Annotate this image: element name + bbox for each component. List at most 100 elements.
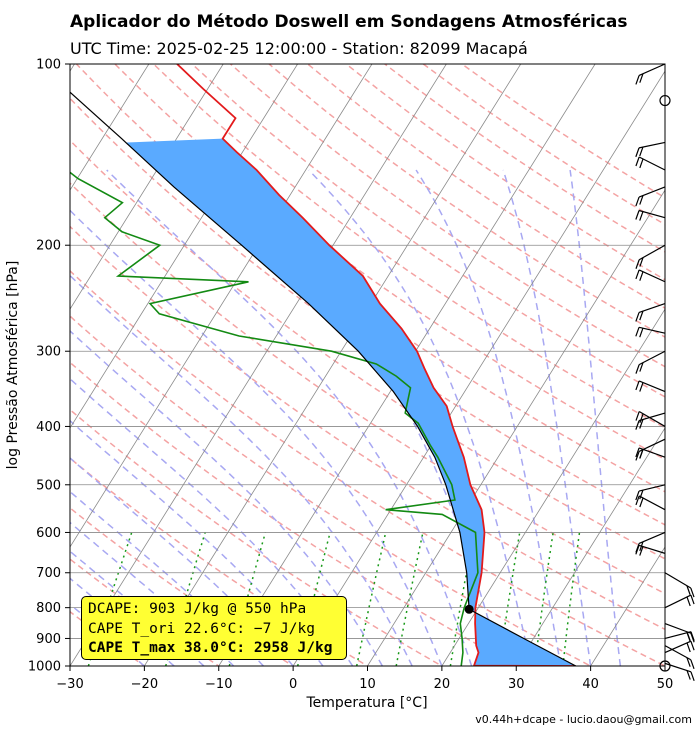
isotherm-line bbox=[367, 189, 665, 666]
moist-adiabat bbox=[70, 550, 205, 666]
wind-barb-flag bbox=[639, 328, 644, 338]
wind-barb-flag bbox=[635, 147, 640, 158]
x-tick-label: −10 bbox=[205, 677, 232, 692]
y-tick-label: 200 bbox=[36, 239, 61, 254]
lcl-point bbox=[464, 604, 474, 614]
x-tick-label: 50 bbox=[657, 677, 674, 692]
y-tick-label: 800 bbox=[36, 601, 61, 616]
moist-adiabat bbox=[70, 274, 413, 666]
data-layer bbox=[70, 64, 577, 666]
wind-barb-flag bbox=[635, 269, 640, 280]
wind-barb-flag bbox=[635, 312, 640, 322]
wind-barb-flag bbox=[639, 146, 644, 157]
wind-barb-flag bbox=[639, 541, 644, 551]
info-cape-tori: CAPE T_ori 22.6°C: −7 J/kg bbox=[88, 620, 315, 637]
y-tick-label: 400 bbox=[36, 420, 61, 435]
wind-barbs bbox=[635, 63, 695, 682]
y-tick-label: 100 bbox=[36, 58, 61, 73]
x-tick-label: −20 bbox=[131, 677, 158, 692]
wind-barb-flag bbox=[690, 594, 695, 605]
isotherm-line bbox=[515, 427, 665, 666]
dry-adiabat bbox=[152, 64, 665, 429]
wind-barb-staff bbox=[638, 412, 666, 422]
wind-barb-staff bbox=[638, 326, 666, 334]
isotherm-line bbox=[70, 64, 150, 191]
dry-adiabat bbox=[230, 64, 665, 368]
wind-barb-staff bbox=[638, 544, 666, 554]
isotherm-line bbox=[70, 64, 373, 548]
wind-barb-flag bbox=[639, 310, 644, 321]
wind-barb-staff bbox=[638, 350, 666, 366]
x-tick-label: 30 bbox=[508, 677, 525, 692]
y-tick-label: 600 bbox=[36, 526, 61, 541]
wind-barb-flag bbox=[639, 419, 644, 429]
moist-adiabat bbox=[70, 577, 175, 666]
chart-subtitle: UTC Time: 2025-02-25 12:00:00 - Station:… bbox=[70, 39, 528, 58]
moist-adiabat bbox=[502, 169, 592, 666]
wind-barb-flag bbox=[635, 327, 640, 337]
y-tick-label: 500 bbox=[36, 478, 61, 493]
wind-barb-flag bbox=[690, 587, 695, 598]
mixing-ratio-line bbox=[395, 532, 424, 666]
wind-barb-flag bbox=[639, 158, 644, 169]
wind-barb-flag bbox=[635, 420, 640, 430]
x-axis-label: Temperatura [°C] bbox=[305, 695, 427, 711]
info-dcape: DCAPE: 903 J/kg @ 550 hPa bbox=[88, 601, 307, 617]
isotherm-line bbox=[70, 64, 447, 666]
isotherm-line bbox=[144, 64, 522, 666]
info-cape-tmax: CAPE T_max 38.0°C: 2958 J/kg bbox=[88, 640, 333, 656]
x-tick-label: 10 bbox=[359, 677, 376, 692]
wind-barb-flag bbox=[639, 449, 644, 459]
wind-barb-flag bbox=[635, 447, 640, 458]
chart-title: Aplicador do Método Doswell em Sondagens… bbox=[70, 12, 628, 32]
x-axis-ticks: −30 −20 −10 0 10 20 30 40 50 bbox=[56, 666, 673, 692]
wind-barb-flag bbox=[635, 411, 640, 421]
wind-barb-flag bbox=[635, 380, 640, 391]
wind-barb-flag bbox=[635, 451, 640, 461]
y-axis-label: log Pressão Atmosférica [hPa] bbox=[5, 261, 21, 470]
wind-barb-flag bbox=[690, 671, 695, 682]
y-axis-ticks: 100 200 300 400 500 600 700 800 900 1000 bbox=[28, 58, 70, 675]
wind-barb-flag bbox=[635, 75, 640, 85]
y-tick-label: 700 bbox=[36, 566, 61, 581]
wind-barb-flag bbox=[690, 640, 695, 651]
wind-barb-flag bbox=[639, 546, 644, 556]
isotherm-line bbox=[441, 308, 665, 666]
wind-barb-staff bbox=[664, 662, 692, 673]
wind-barb-calm bbox=[659, 94, 671, 107]
wind-barb-flag bbox=[635, 156, 640, 167]
mixing-ratio-line bbox=[562, 532, 581, 666]
dry-adiabat bbox=[70, 225, 665, 631]
x-tick-label: 40 bbox=[582, 677, 599, 692]
moist-adiabat bbox=[70, 209, 443, 666]
wind-barb-staff bbox=[664, 622, 692, 634]
y-tick-label: 900 bbox=[36, 632, 61, 647]
y-tick-label: 1000 bbox=[28, 660, 61, 675]
wind-barb-staff bbox=[638, 438, 666, 452]
wind-barb-flag bbox=[686, 596, 691, 607]
wind-barb-flag bbox=[639, 211, 644, 221]
dry-adiabat bbox=[70, 315, 593, 666]
wind-barb-flag bbox=[690, 659, 695, 669]
isotherm-line bbox=[590, 546, 665, 666]
x-tick-label: 0 bbox=[289, 677, 297, 692]
parcel-line bbox=[70, 91, 577, 666]
wind-barb-flag bbox=[686, 670, 691, 680]
wind-barb-flag bbox=[635, 210, 640, 220]
moist-adiabat bbox=[415, 169, 562, 666]
dewpoint-line bbox=[70, 171, 479, 666]
wind-barb-flag bbox=[635, 490, 640, 501]
wind-barb-flag bbox=[686, 585, 691, 595]
wind-barb-staff bbox=[638, 531, 666, 544]
wind-barb-flag bbox=[635, 543, 640, 553]
dry-adiabat bbox=[422, 64, 665, 226]
wind-barb-flag bbox=[639, 257, 644, 267]
dry-adiabat bbox=[70, 269, 665, 666]
dry-adiabat bbox=[70, 408, 444, 666]
wind-barb-flag bbox=[635, 364, 640, 374]
wind-barb-staff bbox=[638, 186, 666, 198]
dry-adiabat bbox=[268, 64, 665, 338]
dry-adiabat bbox=[461, 64, 665, 199]
wind-barb-flag bbox=[639, 195, 644, 205]
